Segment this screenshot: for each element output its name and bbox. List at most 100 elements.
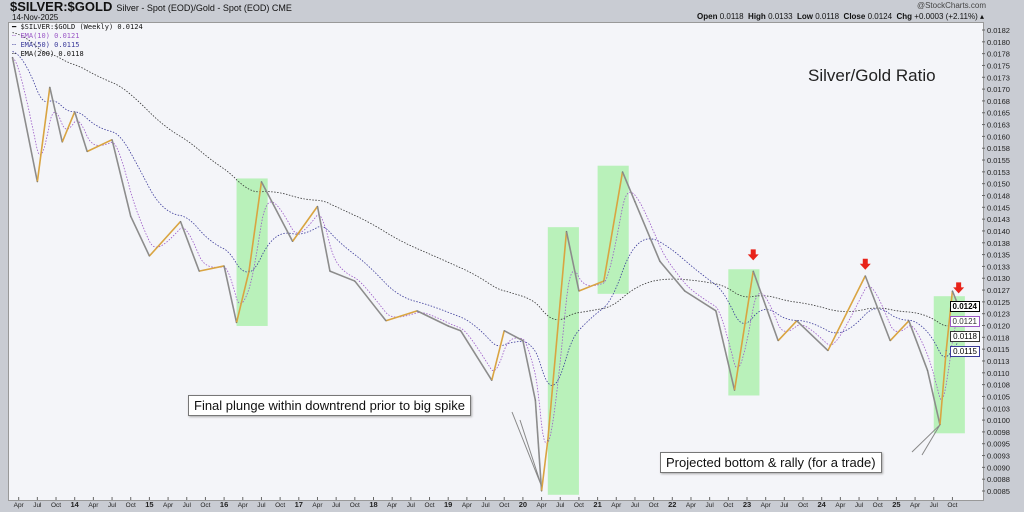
- y-tick-label: 0.0127: [987, 286, 1010, 295]
- annotation-projected-bottom: Projected bottom & rally (for a trade): [660, 452, 882, 473]
- y-tick-label: 0.0088: [987, 475, 1010, 484]
- price-point: [148, 255, 150, 257]
- price-point: [316, 205, 319, 207]
- price-box-close: 0.0124: [949, 301, 980, 312]
- y-tick-label: 0.0093: [987, 452, 1010, 461]
- price-segment: [827, 275, 866, 351]
- price-point: [198, 270, 200, 272]
- price-point: [752, 270, 754, 272]
- x-tick-label: Jul: [332, 502, 341, 509]
- price-segment: [73, 111, 88, 152]
- price-segment: [864, 275, 891, 341]
- price-segment: [291, 205, 319, 242]
- x-tick-label: Apr: [238, 502, 249, 509]
- legend-ema200-label: EMA(200) 0.0118: [20, 50, 84, 58]
- ohlc-readout: Open 0.0118 High 0.0133 Low 0.0118 Close…: [697, 12, 984, 21]
- red-arrow-icon: [859, 258, 871, 270]
- x-tick-label: Oct: [275, 502, 285, 509]
- y-tick-label: 0.0100: [987, 416, 1010, 425]
- price-point: [659, 260, 661, 262]
- y-tick-label: 0.0085: [987, 487, 1010, 496]
- price-point: [715, 310, 717, 312]
- price-point: [684, 290, 686, 292]
- x-tick-label: Oct: [51, 502, 61, 509]
- price-segment: [634, 201, 661, 262]
- x-tick-label: 21: [593, 500, 601, 509]
- price-segment: [459, 330, 493, 381]
- y-tick-label: 0.0108: [987, 381, 1010, 390]
- price-point: [951, 290, 954, 292]
- y-tick-label: 0.0118: [987, 333, 1009, 342]
- price-segment: [908, 320, 929, 371]
- x-tick-label: Apr: [462, 502, 473, 509]
- y-tick-label: 0.0138: [987, 239, 1010, 248]
- x-tick-label: Apr: [88, 502, 99, 509]
- x-tick-label: Oct: [947, 502, 957, 509]
- y-tick-label: 0.0090: [987, 463, 1010, 472]
- x-tick-label: Oct: [723, 502, 733, 509]
- chart-date: 14-Nov-2025: [12, 13, 59, 22]
- x-tick-label: Jul: [407, 502, 416, 509]
- price-segment: [61, 111, 76, 143]
- legend-ema50: ┄ EMA(50) 0.0115: [12, 41, 80, 49]
- y-tick-label: 0.0143: [987, 215, 1010, 224]
- y-tick-label: 0.0103: [987, 404, 1010, 413]
- close-label: Close: [843, 12, 866, 21]
- collapse-icon[interactable]: ▴: [979, 12, 984, 21]
- price-point: [634, 201, 636, 203]
- close-value: 0.0124: [867, 12, 893, 21]
- y-tick-label: 0.0175: [987, 61, 1010, 70]
- chg-label: Chg: [896, 12, 913, 21]
- y-tick-label: 0.0165: [987, 109, 1010, 118]
- price-segment: [534, 400, 543, 492]
- y-tick-label: 0.0148: [987, 191, 1010, 200]
- x-tick-label: Jul: [108, 502, 117, 509]
- price-point: [540, 490, 543, 492]
- price-segment: [199, 265, 225, 272]
- open-value: 0.0118: [719, 12, 744, 21]
- price-segment: [248, 181, 263, 272]
- x-tick-label: 24: [818, 500, 827, 509]
- x-tick-label: Jul: [930, 502, 939, 509]
- price-point: [11, 56, 14, 59]
- x-tick-label: Apr: [910, 502, 921, 509]
- price-point: [565, 230, 568, 233]
- x-tick-label: 23: [743, 500, 751, 509]
- price-point: [491, 379, 493, 381]
- red-arrow-icon: [747, 249, 759, 261]
- y-tick-label: 0.0178: [987, 50, 1010, 59]
- price-point: [354, 280, 356, 282]
- legend-ema200: ┄ EMA(200) 0.0118: [12, 50, 84, 58]
- x-tick-label: Oct: [350, 502, 360, 509]
- y-tick-label: 0.0095: [987, 440, 1010, 449]
- x-tick-label: Oct: [798, 502, 808, 509]
- exchange: CME: [271, 3, 292, 13]
- price-point: [522, 340, 524, 342]
- price-segment: [354, 280, 387, 322]
- price-segment: [329, 270, 356, 282]
- x-tick-label: Oct: [873, 502, 883, 509]
- x-tick-label: Apr: [686, 502, 697, 509]
- price-segment: [260, 181, 294, 242]
- legend-main-label: $SILVER:$GOLD (Weekly) 0.0124: [20, 23, 143, 31]
- chg-value: +0.0003 (+2.11%): [914, 12, 978, 21]
- x-tick-label: Apr: [163, 502, 174, 509]
- ema50-line: [12, 51, 959, 386]
- price-segment: [36, 87, 51, 182]
- price-segment: [926, 370, 941, 425]
- y-tick-label: 0.0125: [987, 298, 1010, 307]
- price-point: [74, 111, 76, 113]
- price-point: [329, 270, 331, 272]
- x-tick-label: Oct: [499, 502, 509, 509]
- price-segment: [416, 310, 449, 327]
- y-tick-label: 0.0113: [987, 357, 1009, 366]
- y-tick-label: 0.0155: [987, 156, 1010, 165]
- x-tick-label: 18: [369, 500, 377, 509]
- x-tick-label: 16: [220, 500, 228, 509]
- x-tick-label: 20: [519, 500, 527, 509]
- price-segment: [447, 325, 461, 332]
- price-point: [86, 150, 88, 153]
- annotation-final-plunge: Final plunge within downtrend prior to b…: [188, 395, 471, 416]
- open-label: Open: [697, 12, 718, 21]
